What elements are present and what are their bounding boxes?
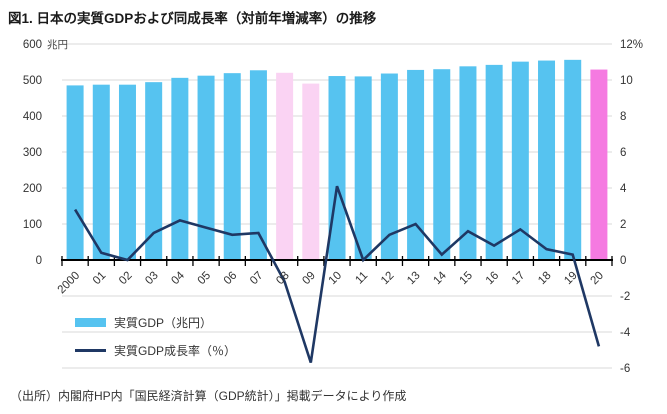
x-axis-label: 08: [274, 270, 292, 288]
y-axis-label-right: 0: [620, 255, 626, 267]
gdp-bar: [407, 69, 425, 260]
y-axis-label-right: 8: [620, 111, 626, 123]
gdp-bar: [223, 73, 241, 260]
gdp-bar: [485, 64, 503, 260]
x-axis-label: 20: [588, 270, 606, 288]
x-axis-label: 15: [458, 270, 476, 288]
legend-item-gdp: 実質GDP（兆円）: [75, 308, 236, 336]
gdp-bar: [197, 75, 215, 261]
gdp-bar: [511, 61, 529, 260]
x-axis-label: 01: [91, 270, 109, 288]
legend-label-gdp: 実質GDP（兆円）: [114, 315, 213, 330]
gdp-bar: [590, 69, 608, 260]
growth-line: [73, 185, 601, 364]
x-axis-label: 05: [196, 270, 214, 288]
x-axis-label: 13: [405, 270, 423, 288]
legend-item-growth: 実質GDP成長率（％）: [75, 336, 236, 364]
y-axis-label-right: -4: [620, 327, 631, 339]
gdp-bar: [354, 76, 372, 261]
y-axis-label-right: 6: [620, 147, 626, 159]
growth-line-swatch: [75, 348, 106, 352]
x-axis-label: 06: [222, 270, 240, 288]
y-axis-label-left: 400: [23, 111, 42, 123]
gdp-bar: [92, 84, 110, 261]
x-axis-label: 10: [327, 270, 345, 288]
y-axis-unit-label: 兆円: [47, 39, 68, 51]
gdp-bar: [302, 83, 320, 260]
gdp-bar: [249, 70, 267, 260]
legend-label-growth: 実質GDP成長率（％）: [114, 343, 237, 358]
x-axis-label: 2000: [56, 270, 83, 297]
y-axis-label-left: 500: [23, 75, 42, 87]
y-axis-label-right: -2: [620, 291, 630, 303]
y-axis-label-left: 200: [23, 183, 42, 195]
gdp-bar: [171, 77, 189, 260]
x-axis-label: 04: [169, 269, 187, 287]
chart-legend: 実質GDP（兆円） 実質GDP成長率（％）: [75, 308, 236, 364]
gdp-bar: [564, 59, 582, 261]
y-axis-label-left: 300: [23, 147, 42, 159]
x-axis-label: 07: [248, 270, 266, 288]
x-axis-label: 16: [484, 270, 502, 288]
x-axis-label: 18: [536, 270, 554, 288]
gdp-bar: [538, 60, 556, 261]
gdp-bar: [433, 69, 451, 260]
gdp-bar: [118, 84, 136, 261]
y-axis-label-left: 100: [23, 219, 42, 231]
x-axis-label: 14: [431, 269, 449, 287]
gdp-bar: [145, 82, 163, 260]
x-axis-label: 17: [510, 270, 528, 288]
y-axis-label-right: 12%: [620, 39, 643, 51]
y-axis-label-left: 0: [36, 255, 42, 267]
chart-title: 図1. 日本の実質GDPおよび同成長率（対前年増減率）の推移: [8, 11, 377, 26]
x-axis-label: 03: [143, 270, 161, 288]
x-axis-label: 02: [117, 270, 135, 288]
gdp-bar: [459, 66, 477, 260]
gdp-bar: [380, 73, 398, 261]
x-axis-label: 09: [300, 270, 318, 288]
x-axis-label: 11: [353, 270, 370, 287]
gdp-bar: [66, 85, 84, 261]
y-axis-label-right: -6: [620, 363, 630, 375]
source-note: （出所）内閣府HP内「国民経済計算（GDP統計）」掲載データにより作成: [10, 389, 407, 403]
gdp-bar-swatch: [75, 317, 106, 327]
gdp-bar: [276, 72, 294, 260]
y-axis-label-left: 600: [23, 39, 42, 51]
y-axis-label-right: 2: [620, 219, 626, 231]
y-axis-label-right: 4: [620, 183, 627, 195]
y-axis-label-right: 10: [620, 75, 633, 87]
x-axis-label: 12: [379, 270, 397, 288]
